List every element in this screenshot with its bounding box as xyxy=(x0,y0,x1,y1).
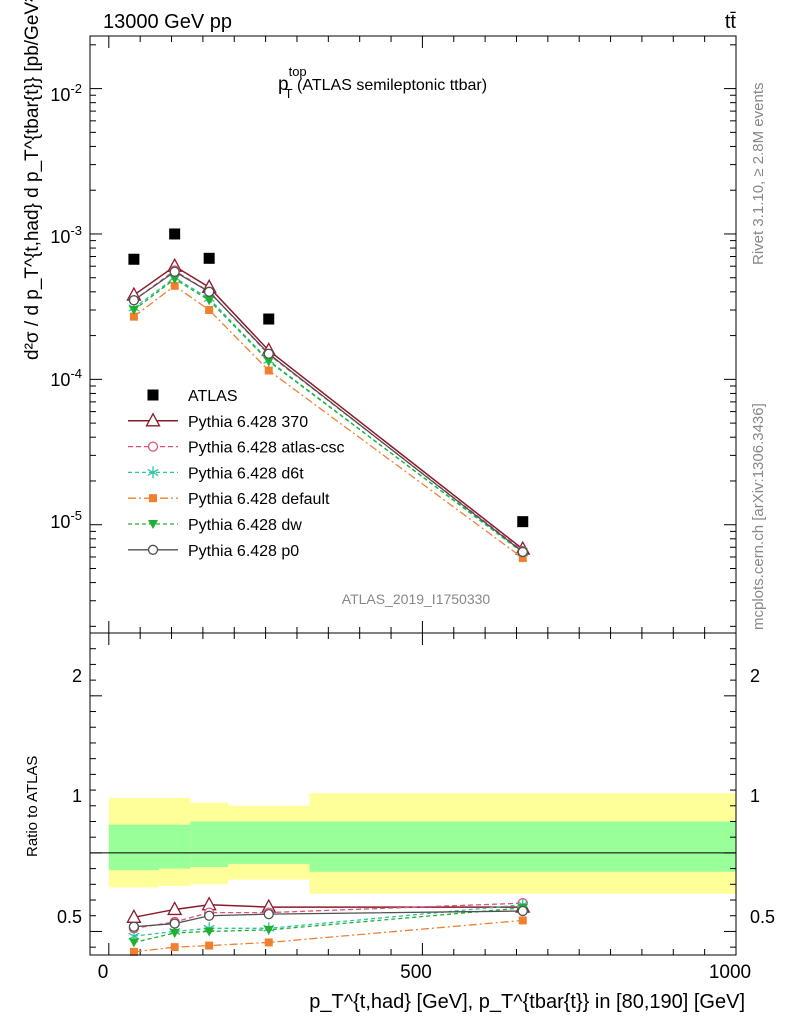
x-tick-label-500: 500 xyxy=(400,962,432,983)
legend-marker-dw xyxy=(148,520,158,529)
x-tick-label-1000: 1000 xyxy=(709,962,751,983)
data-point-atlas xyxy=(517,516,529,528)
ratio-point-p0 xyxy=(128,921,140,932)
legend-marker-atlascsc xyxy=(147,441,159,452)
ratio-point-p0 xyxy=(263,909,274,920)
legend-label-dw: Pythia 6.428 dw xyxy=(188,517,302,534)
y-tick-label-1e-3: 10-3 xyxy=(50,223,82,247)
legend-marker-default xyxy=(149,494,157,503)
ratio-point-p0 xyxy=(517,905,528,917)
y-tick-label-1e-4: 10-4 xyxy=(50,366,82,390)
ratio-line-dw xyxy=(133,907,523,944)
ratio-y-tick-label-2-right: 2 xyxy=(750,666,760,686)
ratio-line-d6t xyxy=(133,904,523,937)
data-point-atlas xyxy=(263,313,275,325)
data-point-atlas xyxy=(169,228,181,240)
legend-label-p370: Pythia 6.428 370 xyxy=(188,414,308,431)
data-point-default xyxy=(129,312,138,321)
x-axis-label: p_T^{t,had} [GeV], p_T^{tbar{t}} in [80,… xyxy=(309,991,745,1013)
data-point-p0 xyxy=(263,348,274,359)
main-y-axis-label: d²σ / d p_T^{t,had} d p_T^{tbar{t}} [pb/… xyxy=(22,0,43,360)
analysis-tag: ATLAS_2019_I1750330 xyxy=(342,591,491,607)
y-tick-label-1e-2: 10-2 xyxy=(50,81,82,105)
ratio-point-dw xyxy=(128,938,139,948)
ratio-band-inner xyxy=(190,821,228,868)
ratio-point-default xyxy=(518,916,527,925)
legend-label-d6t: Pythia 6.428 d6t xyxy=(188,465,304,482)
ratio-y-tick-label-1-left: 1 xyxy=(72,786,82,806)
legend-marker-p370 xyxy=(145,412,161,427)
y-tick-label-1e-5: 10-5 xyxy=(50,508,82,532)
data-point-dw xyxy=(128,305,139,315)
ratio-y-tick-label-05-right: 0.5 xyxy=(750,907,775,927)
ratio-band-inner xyxy=(158,824,191,869)
ratio-point-dw xyxy=(263,925,274,935)
ratio-point-dw xyxy=(169,929,180,939)
data-point-default xyxy=(170,281,179,290)
x-tick-label-0: 0 xyxy=(98,962,109,983)
legend: ATLAS Pythia 6.428 370 Pythia 6.428 atlas-… xyxy=(128,388,345,560)
main-frame xyxy=(89,35,737,634)
ratio-y-axis-label: Ratio to ATLAS xyxy=(24,756,41,857)
data-point-p0 xyxy=(204,286,215,297)
ratio-point-p370 xyxy=(167,901,183,916)
ratio-y-tick-label-05-left: 0.5 xyxy=(57,907,82,927)
legend-marker-p0 xyxy=(147,544,159,555)
ratio-band-inner xyxy=(227,821,310,864)
legend-label-default: Pythia 6.428 default xyxy=(188,491,330,508)
series-line-p0 xyxy=(133,270,524,553)
data-point-p0 xyxy=(169,266,180,277)
legend-label-p0: Pythia 6.428 p0 xyxy=(188,543,299,560)
data-point-dw xyxy=(169,275,180,285)
data-point-p0 xyxy=(128,295,140,306)
ratio-point-dw xyxy=(204,927,215,937)
ratio-band-inner xyxy=(309,821,736,872)
ratio-band-inner xyxy=(108,824,159,871)
data-point-default xyxy=(264,366,273,375)
series-line-default xyxy=(133,285,524,559)
ratio-point-default xyxy=(264,938,273,947)
ratio-y-tick-label-2-left: 2 xyxy=(72,666,82,686)
ratio-panel: 2 1 0.5 2 1 0.5 Ratio to ATLAS xyxy=(24,632,775,956)
rivet-label: Rivet 3.1.10, ≥ 2.8M events xyxy=(750,83,767,266)
data-point-atlas xyxy=(203,252,215,264)
energy-label: 13000 GeV pp xyxy=(103,11,232,33)
mcplots-label: mcplots.cern.ch [arXiv:1306.3436] xyxy=(750,403,767,630)
data-point-dw xyxy=(204,296,215,306)
legend-label-atlascsc: Pythia 6.428 atlas-csc xyxy=(188,440,345,457)
ratio-point-default xyxy=(205,941,214,950)
data-point-atlas xyxy=(128,253,140,265)
data-point-default xyxy=(205,305,214,314)
data-point-dw xyxy=(263,357,274,367)
data-point-default xyxy=(518,554,527,563)
ratio-point-default xyxy=(129,947,138,956)
process-label: tt̄ xyxy=(725,11,737,33)
main-panel: 10-2 10-3 10-4 10-5 ptop T (ATLAS semilep… xyxy=(22,0,737,955)
ratio-point-p0 xyxy=(169,918,180,929)
legend-marker-d6t xyxy=(147,466,159,479)
legend-marker-atlas xyxy=(147,389,159,401)
legend-label-atlas: ATLAS xyxy=(188,388,238,405)
data-point-p0 xyxy=(517,546,528,558)
ratio-point-p0 xyxy=(204,910,215,921)
main-y-tick-labels: 10-2 10-3 10-4 10-5 xyxy=(50,81,82,532)
ratio-y-tick-label-1-right: 1 xyxy=(750,786,760,806)
ratio-line-default xyxy=(133,919,523,953)
ratio-frame xyxy=(89,632,737,956)
main-title: ptop T (ATLAS semileptonic ttbar) xyxy=(278,64,487,101)
ratio-point-default xyxy=(170,943,179,952)
